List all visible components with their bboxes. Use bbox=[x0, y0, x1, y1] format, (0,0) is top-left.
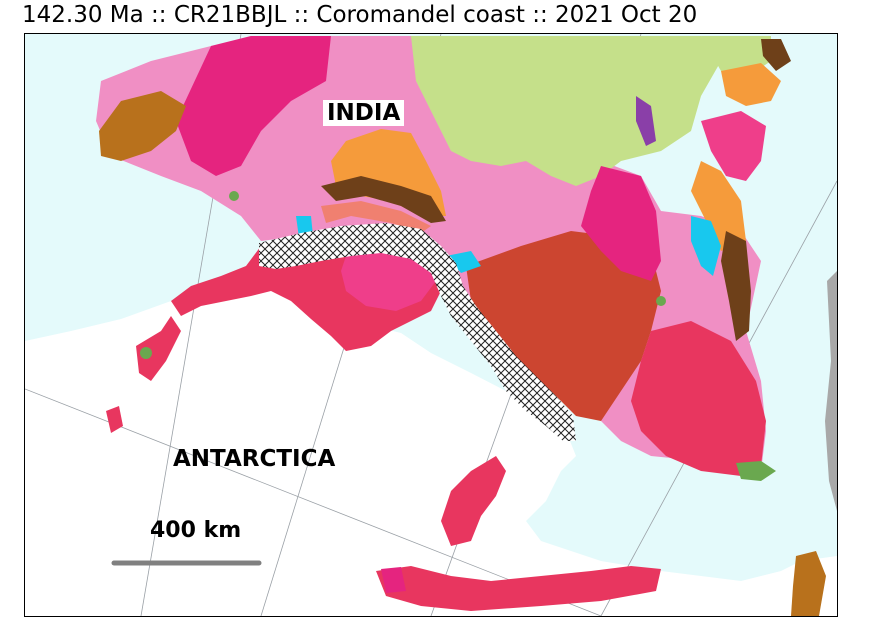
india-magenta-west bbox=[176, 36, 331, 176]
basin-cyan-1 bbox=[691, 216, 721, 276]
india-magenta-east bbox=[581, 166, 661, 281]
map-canvas[interactable] bbox=[24, 33, 838, 617]
scale-bar-label: 400 km bbox=[150, 518, 242, 543]
india-brown-ne bbox=[761, 39, 791, 71]
india-brown-band bbox=[321, 176, 446, 223]
label-antarctica: ANTARCTICA bbox=[173, 446, 336, 472]
india-brick-southeast bbox=[466, 231, 661, 421]
brown-edge-landmass bbox=[791, 551, 826, 616]
india-crimson-south bbox=[631, 321, 766, 476]
india-brown-east bbox=[721, 231, 751, 341]
map-title: 142.30 Ma :: CR21BBJL :: Coromandel coas… bbox=[22, 2, 698, 28]
label-india: INDIA bbox=[323, 100, 405, 126]
india-hotpink-east bbox=[701, 111, 766, 181]
india-orange-ne bbox=[721, 63, 781, 106]
antarctica-south-lobe bbox=[441, 456, 506, 546]
antarctica-west-coast bbox=[136, 316, 181, 381]
antarctica-landmass bbox=[25, 286, 837, 616]
antarctica-coast-south bbox=[376, 566, 661, 611]
green-patch-2 bbox=[229, 191, 239, 201]
purple-patch bbox=[636, 96, 656, 146]
basin-cyan-2 bbox=[446, 251, 481, 273]
india-ochre-west bbox=[99, 91, 186, 161]
green-patch-3 bbox=[656, 296, 666, 306]
rift-zone bbox=[259, 223, 576, 441]
antarctica-islet bbox=[106, 406, 123, 433]
antarctica-hotpink-lobe bbox=[341, 246, 436, 311]
plate-reconstruction-map bbox=[25, 34, 837, 616]
india-lime-north bbox=[411, 36, 721, 186]
india-green-tip bbox=[736, 461, 776, 481]
india-salmon-band bbox=[321, 201, 431, 233]
gray-edge-landmass bbox=[825, 271, 837, 511]
antarctica-magenta-patch bbox=[381, 567, 406, 593]
india-orange-east bbox=[691, 161, 746, 251]
green-patch-1 bbox=[140, 347, 152, 359]
